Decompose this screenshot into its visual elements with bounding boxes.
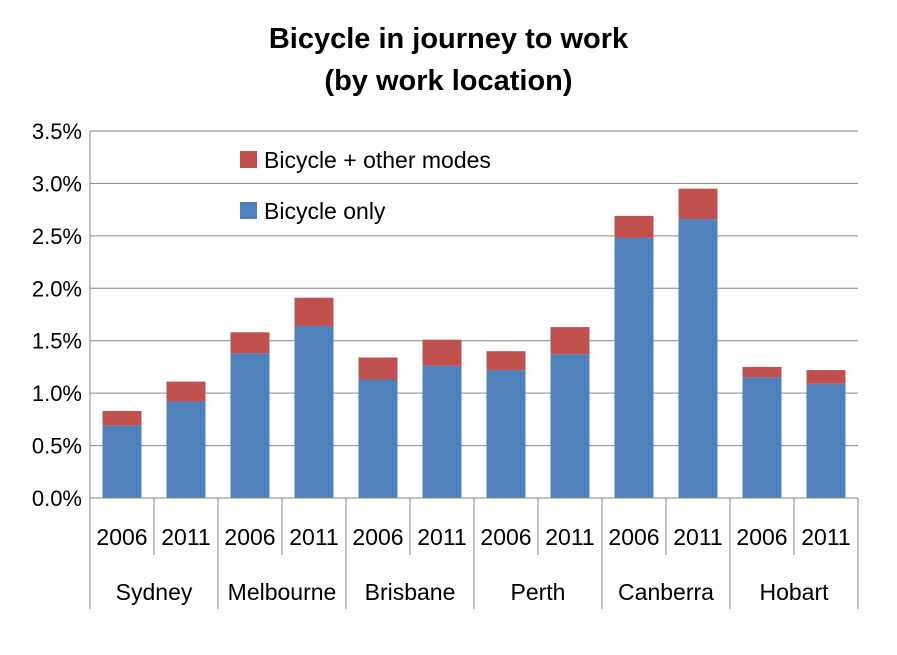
bar-bicycle-other-modes <box>550 327 590 355</box>
bar-bicycle-only <box>486 370 526 498</box>
x-year-label: 2011 <box>545 524 594 550</box>
bar-bicycle-other-modes <box>486 351 526 371</box>
x-year-label: 2006 <box>224 524 275 550</box>
x-year-label: 2011 <box>673 524 722 550</box>
x-year-label: 2006 <box>96 524 147 550</box>
bar-bicycle-only <box>294 326 334 498</box>
bar-bicycle-other-modes <box>230 332 270 354</box>
x-year-label: 2006 <box>736 524 787 550</box>
bar-bicycle-other-modes <box>614 215 654 238</box>
bar-bicycle-other-modes <box>806 370 846 384</box>
chart-title: Bicycle in journey to work (by work loca… <box>0 18 897 102</box>
x-group-label: Brisbane <box>365 579 456 605</box>
bar-bicycle-other-modes <box>358 357 398 380</box>
x-year-label: 2006 <box>352 524 403 550</box>
x-year-label: 2011 <box>289 524 338 550</box>
y-tick-label: 1.0% <box>32 381 82 406</box>
x-year-label: 2011 <box>161 524 210 550</box>
x-group-label: Canberra <box>618 579 714 605</box>
x-group-label: Perth <box>511 579 566 605</box>
bar-bicycle-only <box>166 401 206 498</box>
bar-bicycle-other-modes <box>422 339 462 366</box>
legend-label: Bicycle + other modes <box>264 147 491 173</box>
bar-bicycle-only <box>422 365 462 498</box>
bar-bicycle-other-modes <box>166 381 206 402</box>
bar-bicycle-only <box>614 237 654 498</box>
y-tick-label: 2.5% <box>32 224 82 249</box>
bar-bicycle-only <box>102 425 142 498</box>
y-tick-label: 1.5% <box>32 329 82 354</box>
x-year-label: 2011 <box>417 524 466 550</box>
x-group-label: Melbourne <box>228 579 337 605</box>
bar-bicycle-other-modes <box>742 366 782 378</box>
bar-bicycle-other-modes <box>678 188 718 220</box>
bar-bicycle-only <box>550 354 590 498</box>
bar-bicycle-other-modes <box>294 297 334 327</box>
y-tick-label: 3.0% <box>32 171 82 196</box>
bar-bicycle-only <box>806 383 846 498</box>
y-tick-label: 0.5% <box>32 434 82 459</box>
y-tick-label: 2.0% <box>32 276 82 301</box>
x-group-label: Sydney <box>116 579 193 605</box>
x-year-label: 2006 <box>608 524 659 550</box>
bar-bicycle-only <box>742 377 782 498</box>
legend-label: Bicycle only <box>264 198 386 224</box>
y-tick-label: 3.5% <box>32 119 82 144</box>
legend-swatch <box>240 151 257 168</box>
chart-title-line-1: Bicycle in journey to work <box>268 23 629 55</box>
chart-title-line-2: (by work location) <box>324 65 573 97</box>
legend-swatch <box>240 202 257 219</box>
bar-bicycle-other-modes <box>102 410 142 426</box>
y-tick-label: 0.0% <box>32 486 82 511</box>
x-year-label: 2006 <box>480 524 531 550</box>
x-group-label: Hobart <box>759 579 829 605</box>
bar-bicycle-only <box>358 379 398 498</box>
bar-bicycle-only <box>678 219 718 498</box>
x-year-label: 2011 <box>801 524 850 550</box>
bar-bicycle-only <box>230 353 270 498</box>
